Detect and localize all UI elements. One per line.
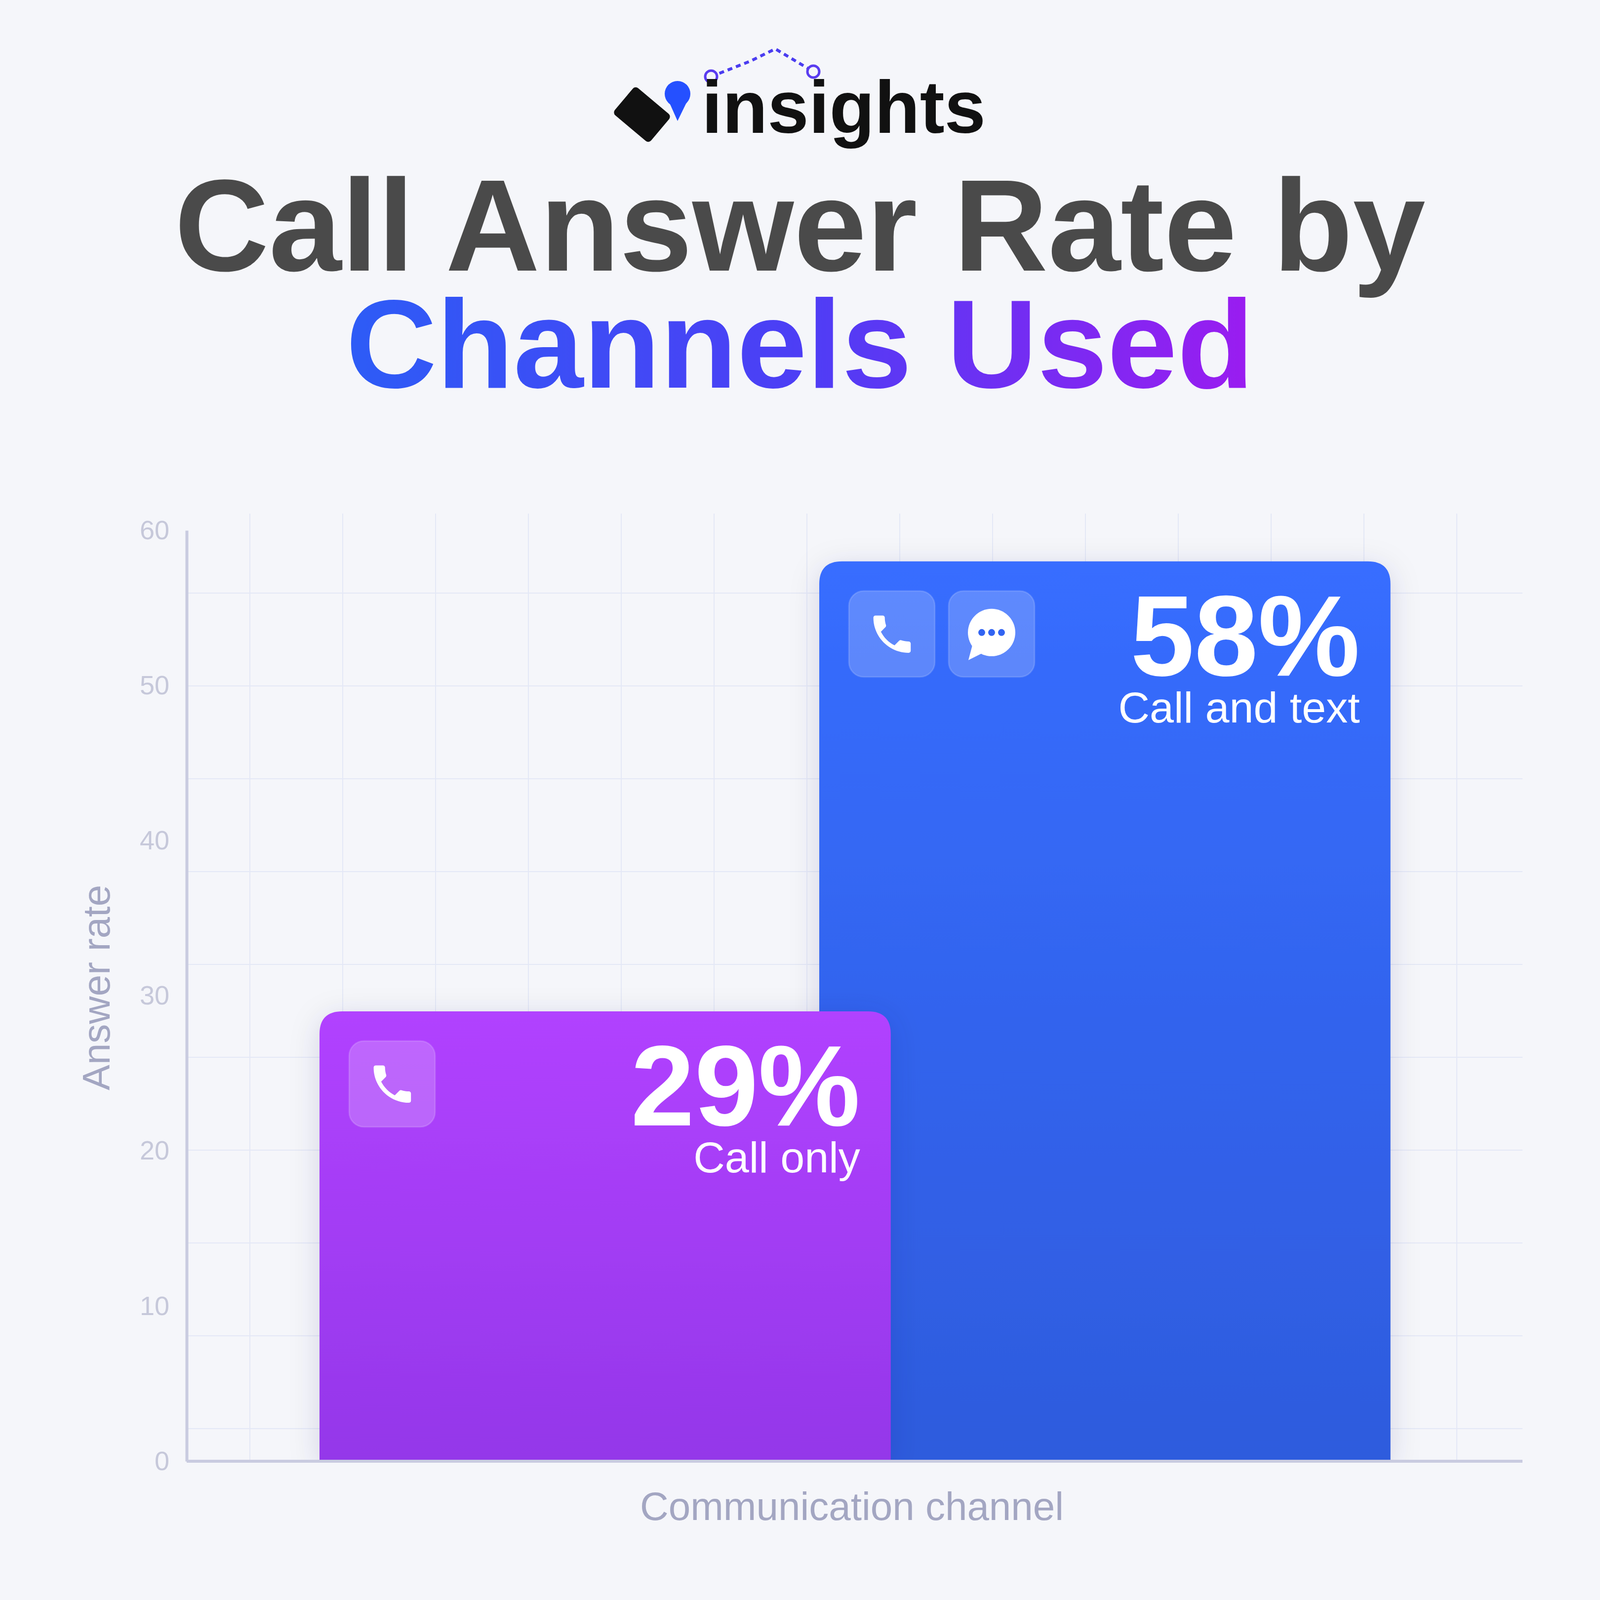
icon-box	[948, 591, 1035, 678]
y-tick: 50	[139, 670, 187, 700]
bar-annotations: 58%Call and text 29%Call only	[349, 571, 1360, 1182]
icon-glyph	[373, 1065, 412, 1104]
background	[0, 0, 1600, 1600]
chart-root: insightsCall Answer Rate byChannels Used…	[0, 0, 1600, 1600]
icon-dot	[988, 629, 996, 637]
icon-chat	[948, 591, 1035, 678]
icon-glyph	[873, 615, 912, 653]
y-tick: 30	[139, 980, 187, 1010]
x-axis-line	[186, 1459, 1523, 1463]
data-label: 58%	[1130, 571, 1360, 700]
y-axis-title: Answer rate	[74, 884, 119, 1091]
bar	[819, 561, 1391, 1462]
y-tick-label: 10	[139, 1290, 170, 1321]
title: Channels Used	[346, 274, 1255, 415]
icon-box	[349, 1040, 436, 1127]
y-tick: 10	[139, 1290, 187, 1321]
y-tick: 60	[139, 515, 187, 545]
y-tick: 0	[154, 1445, 187, 1476]
bar	[319, 1011, 891, 1462]
grid-line-vertical	[249, 513, 251, 1462]
icon-phone	[848, 591, 935, 678]
y-tick-label: 20	[139, 1135, 170, 1165]
y-tick: 20	[139, 1135, 187, 1165]
icon-phone	[349, 1040, 436, 1127]
background-grid	[186, 513, 1523, 1462]
y-axis-line	[185, 530, 189, 1462]
bars	[319, 561, 1391, 1462]
category-label: Call only	[693, 1132, 860, 1182]
y-axis: 0 10 20 30 40 50 60	[139, 515, 188, 1476]
logo-mark	[612, 85, 672, 144]
grid-line-vertical	[1456, 513, 1458, 1462]
x-axis-title: Communication channel	[640, 1484, 1064, 1529]
brand: insights	[701, 65, 986, 149]
icon-dot	[998, 629, 1005, 637]
y-tick-label: 50	[139, 670, 170, 700]
y-tick-label: 0	[154, 1445, 170, 1476]
icon-dot	[978, 629, 986, 637]
data-label: 29%	[630, 1021, 860, 1150]
y-tick-label: 60	[139, 515, 170, 545]
logo-dot-tail	[667, 98, 689, 121]
y-tick-label: 30	[139, 980, 170, 1010]
icon-glyph	[968, 645, 985, 661]
icon-box	[848, 591, 935, 678]
logo: insights	[612, 48, 986, 149]
y-tick-label: 40	[139, 825, 170, 855]
category-label: Call and text	[1118, 682, 1360, 732]
y-tick: 40	[139, 825, 187, 855]
